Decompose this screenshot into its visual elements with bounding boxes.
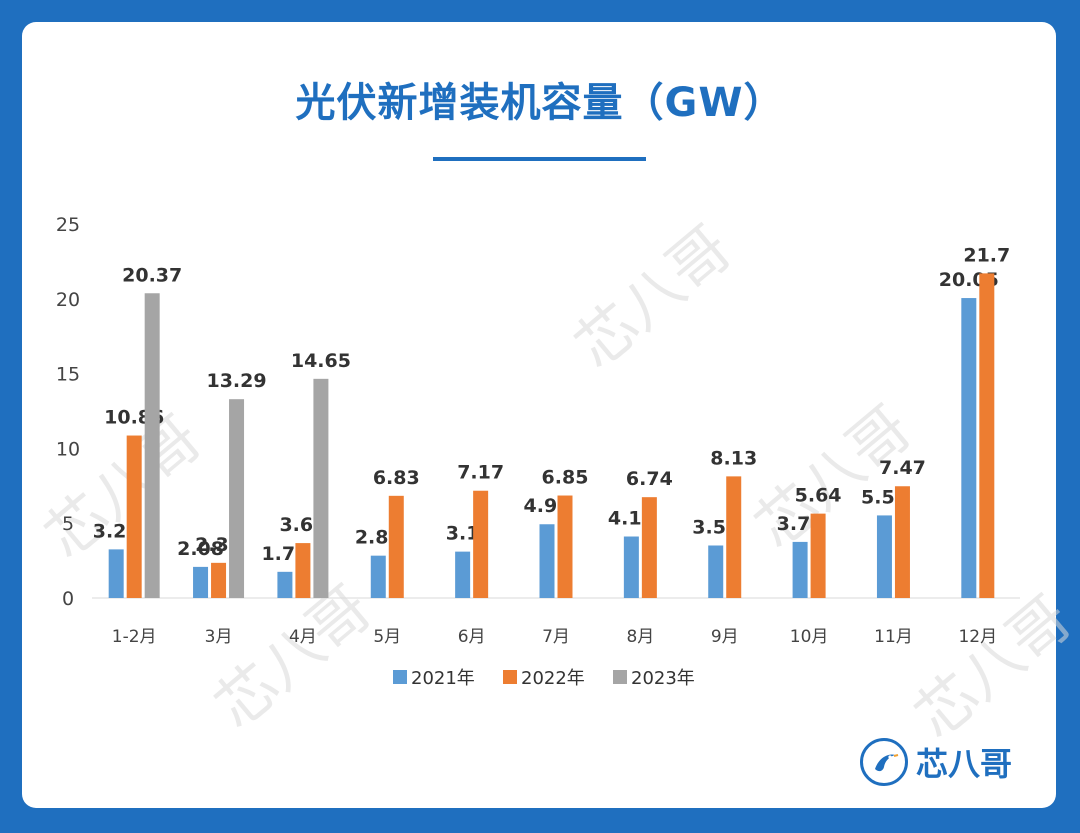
data-label: 21.7 [963,244,1010,266]
title-underline [433,157,646,161]
bar-2021年-9月 [708,545,724,598]
bar-2022年-9月 [726,476,742,598]
data-label: 7.17 [457,462,504,484]
data-label: 6.85 [542,467,589,489]
legend-label: 2023年 [631,668,695,689]
bar-2021年-5月 [370,555,386,598]
bar-2023年-4月 [313,378,329,598]
data-label: 6.74 [626,468,673,490]
data-label: 6.83 [373,467,420,489]
bar-2023年-1-2月 [144,293,160,598]
data-label: 8.13 [710,447,757,469]
bar-2022年-5月 [388,495,404,598]
bar-2022年-11月 [894,486,910,598]
bar-2021年-3月 [193,566,209,598]
bar-2022年-8月 [641,497,657,598]
y-tick-label: 5 [62,513,74,535]
legend-swatch [503,670,517,684]
kingfisher-bird-icon [860,738,908,786]
y-tick-label: 10 [56,438,80,460]
x-tick-label: 10月 [790,627,829,647]
data-label: 13.29 [206,370,266,392]
legend-swatch [393,670,407,684]
bar-2021年-11月 [876,515,892,598]
data-label: 2.08 [177,538,224,560]
chart-title: 光伏新增装机容量（GW） [295,80,785,126]
x-tick-label: 7月 [542,627,570,647]
brand-logo: 芯八哥 [860,738,1012,786]
y-tick-label: 0 [62,588,74,610]
data-label: 7.47 [879,457,926,479]
bar-2021年-4月 [277,571,293,598]
chart-card [22,22,1056,808]
x-tick-label: 4月 [289,627,317,647]
bar-2022年-10月 [810,513,826,598]
bar-2021年-10月 [792,541,808,598]
data-label: 5.64 [795,485,842,507]
bar-2022年-12月 [979,273,995,598]
bar-2022年-6月 [473,490,489,598]
x-tick-label: 5月 [373,627,401,647]
bar-2022年-1-2月 [126,435,142,598]
bar-2021年-6月 [455,551,471,598]
bar-2021年-12月 [961,298,977,598]
bar-2021年-7月 [539,524,555,598]
legend-label: 2022年 [521,668,585,689]
x-tick-label: 12月 [958,627,997,647]
data-label: 3.1 [446,523,480,545]
x-tick-label: 11月 [874,627,913,647]
y-tick-label: 15 [56,364,80,386]
data-label: 14.65 [291,350,351,372]
bar-2021年-8月 [623,536,639,598]
y-tick-label: 20 [56,289,80,311]
logo-text: 芯八哥 [916,745,1013,783]
bar-2023年-3月 [229,399,245,598]
data-label: 20.37 [122,264,182,286]
x-tick-label: 3月 [205,627,233,647]
x-tick-label: 6月 [458,627,486,647]
bar-2021年-1-2月 [108,549,124,598]
bar-2022年-4月 [295,543,311,598]
bar-2022年-7月 [557,495,573,598]
legend-swatch [613,670,627,684]
y-tick-label: 25 [56,214,80,236]
x-tick-label: 8月 [626,627,654,647]
x-tick-label: 1-2月 [112,627,157,647]
x-tick-label: 9月 [711,627,739,647]
bar-2022年-3月 [211,562,227,598]
legend-label: 2021年 [411,668,475,689]
